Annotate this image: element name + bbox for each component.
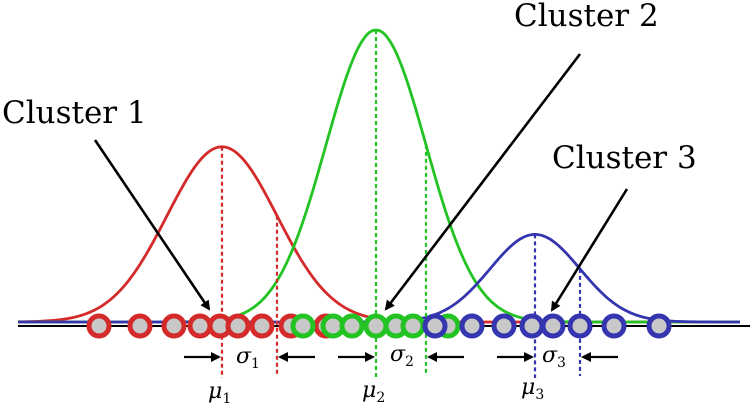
cluster-3-arrow [550, 188, 629, 312]
cluster3-point [567, 313, 593, 339]
cluster3-point [519, 313, 545, 339]
cluster1-point [86, 313, 112, 339]
data-points [86, 313, 672, 339]
cluster2-point [363, 313, 389, 339]
cluster2-point [290, 313, 316, 339]
cluster-3-label: Cluster 3 [552, 140, 697, 176]
sigma-1-label: σ1 [236, 344, 260, 372]
cluster-1-arrow [93, 139, 211, 311]
mu-1-label: μ1 [208, 379, 231, 407]
sigma-3-label: σ3 [542, 343, 566, 371]
mu-2-label: μ2 [362, 378, 385, 406]
cluster-2-arrow [384, 53, 582, 311]
cluster-2-label: Cluster 2 [514, 0, 659, 34]
cluster3-point [422, 313, 448, 339]
cluster2-curve [18, 28, 740, 324]
mu-3-label: μ3 [521, 375, 544, 403]
cluster3-point [491, 313, 517, 339]
cluster1-point [225, 313, 251, 339]
cluster2-point [339, 313, 365, 339]
cluster3-point [540, 313, 566, 339]
cluster2-point [400, 313, 426, 339]
cluster1-point [249, 313, 275, 339]
cluster3-point [646, 313, 672, 339]
sigma-2-label: σ2 [390, 342, 414, 370]
cluster1-point [161, 313, 187, 339]
gaussian-curves [17, 28, 740, 324]
cluster-1-label: Cluster 1 [2, 95, 147, 131]
cluster3-point [459, 313, 485, 339]
cluster1-point [127, 313, 153, 339]
cluster3-curve [18, 233, 740, 324]
cluster3-point [601, 313, 627, 339]
cluster1-point [187, 313, 213, 339]
